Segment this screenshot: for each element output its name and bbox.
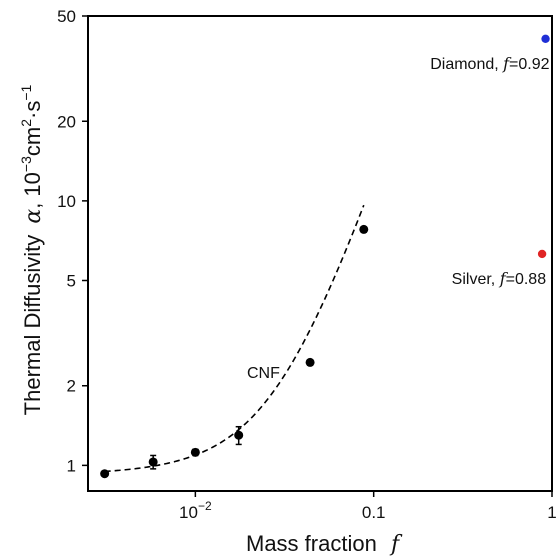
x-tick-label: 0.1 <box>362 503 386 522</box>
y-axis-units-cm: cm <box>20 127 45 156</box>
x-axis-symbol: f <box>389 532 403 557</box>
data-point-cnf <box>305 357 315 367</box>
data-point-cnf <box>190 447 200 457</box>
data-point-cnf <box>148 457 158 467</box>
y-tick-label: 2 <box>67 377 76 396</box>
y-axis-label: Thermal Diffusivity α, 10−3cm2·s−1 <box>18 84 46 415</box>
plot-frame <box>87 15 553 492</box>
y-axis-units-base: 10 <box>20 172 45 196</box>
fit-curve-cnf <box>104 204 365 473</box>
y-axis-units-s: s <box>20 101 45 112</box>
ref-point-silver <box>537 249 547 259</box>
series-label-cnf: CNF <box>247 365 280 382</box>
y-axis-label-text: Thermal Diffusivity <box>20 235 45 416</box>
y-tick-label: 5 <box>67 271 76 290</box>
y-tick-label: 50 <box>57 7 76 26</box>
data-point-cnf <box>234 430 244 440</box>
fit-curves <box>104 204 365 473</box>
y-tick-label: 20 <box>57 112 76 131</box>
ticks: 1 2 5 10 20 50 10−2 0.1 1 <box>57 7 556 522</box>
reference-points: Diamond, f=0.92 Silver, f=0.88 <box>430 34 550 288</box>
data-point-cnf <box>100 469 110 479</box>
y-tick-label: 1 <box>67 456 76 475</box>
ref-label-silver: Silver, f=0.88 <box>452 269 547 288</box>
data-points <box>100 224 369 479</box>
x-tick-label: 10−2 <box>179 499 212 522</box>
x-axis-label: Mass fraction f <box>246 531 403 557</box>
x-tick-label: 1 <box>547 503 556 522</box>
y-tick-label: 10 <box>57 192 76 211</box>
ref-point-diamond <box>541 34 550 43</box>
y-axis-symbol: α <box>21 209 46 224</box>
data-point-cnf <box>359 224 369 234</box>
x-axis-label-text: Mass fraction <box>246 531 377 556</box>
ref-label-diamond: Diamond, f=0.92 <box>430 54 549 73</box>
